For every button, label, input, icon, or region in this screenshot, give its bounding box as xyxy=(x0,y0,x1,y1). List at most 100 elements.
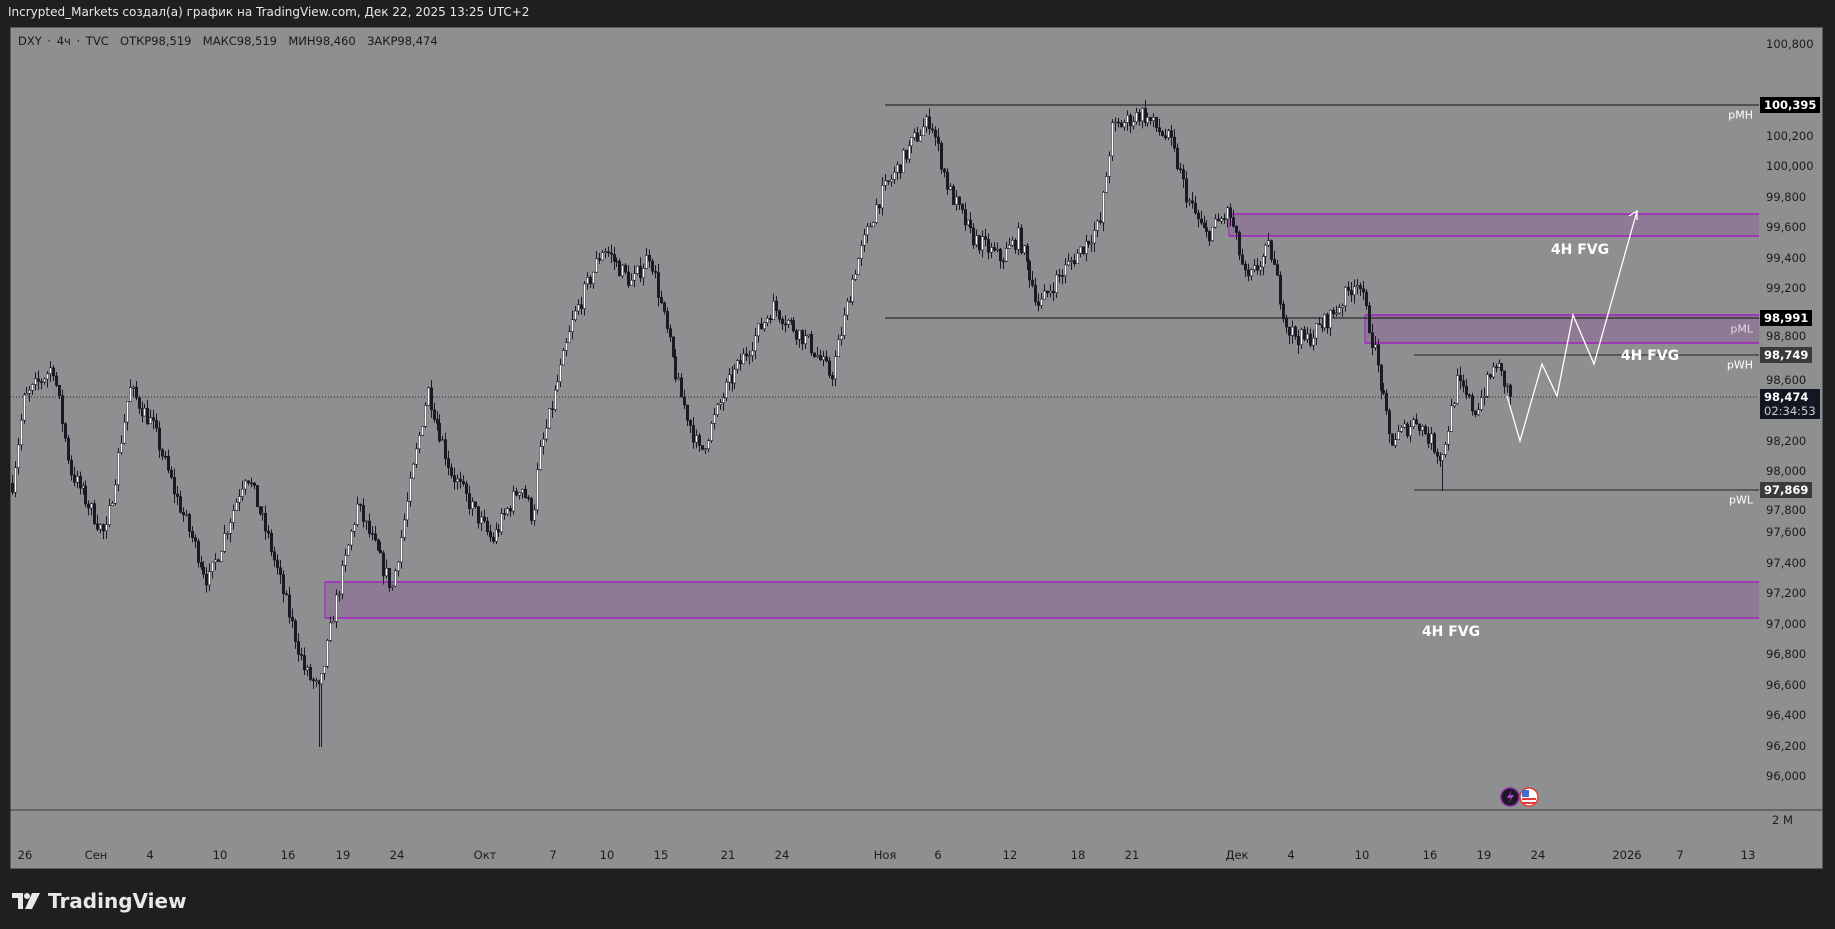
candle-down xyxy=(939,142,943,170)
us-flag-icon[interactable] xyxy=(1519,787,1539,807)
candle-up xyxy=(850,279,854,303)
candle-up xyxy=(1492,366,1496,378)
candle-down xyxy=(1197,212,1201,220)
candle-down xyxy=(473,501,477,507)
candle-up xyxy=(1079,246,1083,254)
candle-down xyxy=(1013,239,1017,250)
candle-up xyxy=(821,356,825,361)
candle-down xyxy=(1052,290,1056,293)
candle-down xyxy=(1362,288,1366,293)
candle-down xyxy=(1489,374,1493,378)
candle-up xyxy=(343,554,347,566)
candle-up xyxy=(1250,269,1254,277)
candle-down xyxy=(1046,290,1050,294)
fvg-zone-middle[interactable] xyxy=(1365,315,1759,343)
candle-up xyxy=(561,350,565,366)
candle-down xyxy=(818,355,822,361)
candle-down xyxy=(617,261,621,277)
candle-down xyxy=(1179,168,1183,170)
candle-up xyxy=(48,367,52,375)
projection-path[interactable] xyxy=(1506,210,1638,444)
candle-down xyxy=(597,258,601,261)
candle-up xyxy=(352,524,356,532)
candle-up xyxy=(1506,384,1510,387)
candle-down xyxy=(1474,410,1478,415)
candle-up xyxy=(393,570,397,587)
current-price-tag: 98,474 02:34:53 xyxy=(1760,389,1820,419)
candle-up xyxy=(839,335,843,340)
candle-up xyxy=(33,378,37,385)
candle-down xyxy=(269,532,273,553)
chart-pane[interactable] xyxy=(10,27,1823,869)
candle-down xyxy=(290,616,294,622)
candle-down xyxy=(179,496,183,513)
volume-scale-label: 2 M xyxy=(1772,813,1793,827)
candle-down xyxy=(794,330,798,340)
candle-down xyxy=(983,236,987,240)
candle-up xyxy=(1394,439,1398,446)
candle-down xyxy=(824,356,828,362)
candle-down xyxy=(443,439,447,459)
pwh-price-tag: 98,749 xyxy=(1760,347,1813,363)
candle-down xyxy=(496,529,500,533)
candle-up xyxy=(364,520,368,523)
candle-down xyxy=(942,168,946,173)
candle-up xyxy=(1123,122,1127,128)
candle-up xyxy=(1430,433,1434,444)
candle-up xyxy=(1007,244,1011,249)
candle-down xyxy=(299,653,303,656)
candle-up xyxy=(1262,256,1266,268)
candle-up xyxy=(411,463,415,479)
candle-down xyxy=(957,196,961,205)
candle-up xyxy=(1220,218,1224,222)
candle-up xyxy=(1141,108,1145,122)
candle-up xyxy=(520,488,524,494)
candle-up xyxy=(1409,426,1413,437)
candle-down xyxy=(783,323,787,326)
time-axis-label: 4 xyxy=(1287,848,1295,862)
symbol-info[interactable]: DXY · 4ч · TVC xyxy=(18,34,109,48)
candle-down xyxy=(963,209,967,226)
candle-up xyxy=(494,529,498,542)
candle-down xyxy=(1326,314,1330,329)
candle-up xyxy=(105,524,109,532)
candle-up xyxy=(241,488,245,497)
candle-down xyxy=(302,655,306,671)
candle-down xyxy=(927,116,931,130)
candle-down xyxy=(971,227,975,246)
price-axis-label: 98,800 xyxy=(1766,329,1807,343)
time-axis-label: 7 xyxy=(1676,848,1684,862)
candle-down xyxy=(1359,285,1363,290)
pwh-label: pWH xyxy=(1726,358,1753,372)
candle-up xyxy=(1108,155,1112,177)
candle-down xyxy=(476,506,480,524)
candle-down xyxy=(579,304,583,309)
candle-down xyxy=(93,503,97,525)
fvg-zone-bottom[interactable] xyxy=(325,582,1759,618)
candle-down xyxy=(79,475,83,489)
time-axis-label: 7 xyxy=(549,848,557,862)
tradingview-logo[interactable]: TradingView xyxy=(12,889,187,913)
candle-up xyxy=(390,585,394,588)
fvg-zone-top[interactable] xyxy=(1229,214,1759,236)
candle-down xyxy=(1500,363,1504,372)
candle-down xyxy=(1217,218,1221,222)
candle-up xyxy=(1040,298,1044,306)
candle-up xyxy=(355,503,359,525)
candle-down xyxy=(250,482,254,485)
lightning-icon[interactable] xyxy=(1500,787,1520,807)
candle-up xyxy=(721,397,725,404)
candle-up xyxy=(1043,290,1047,300)
fvg-label-bottom: 4H FVG xyxy=(1421,624,1481,640)
candle-up xyxy=(1477,409,1481,415)
candle-down xyxy=(449,467,453,476)
candle-up xyxy=(132,386,136,389)
candle-down xyxy=(1332,310,1336,315)
candle-up xyxy=(440,439,444,442)
candle-up xyxy=(1397,431,1401,440)
price-axis-label: 100,800 xyxy=(1766,37,1814,51)
candle-down xyxy=(164,455,168,458)
candle-up xyxy=(405,500,409,521)
candle-down xyxy=(1371,332,1375,348)
